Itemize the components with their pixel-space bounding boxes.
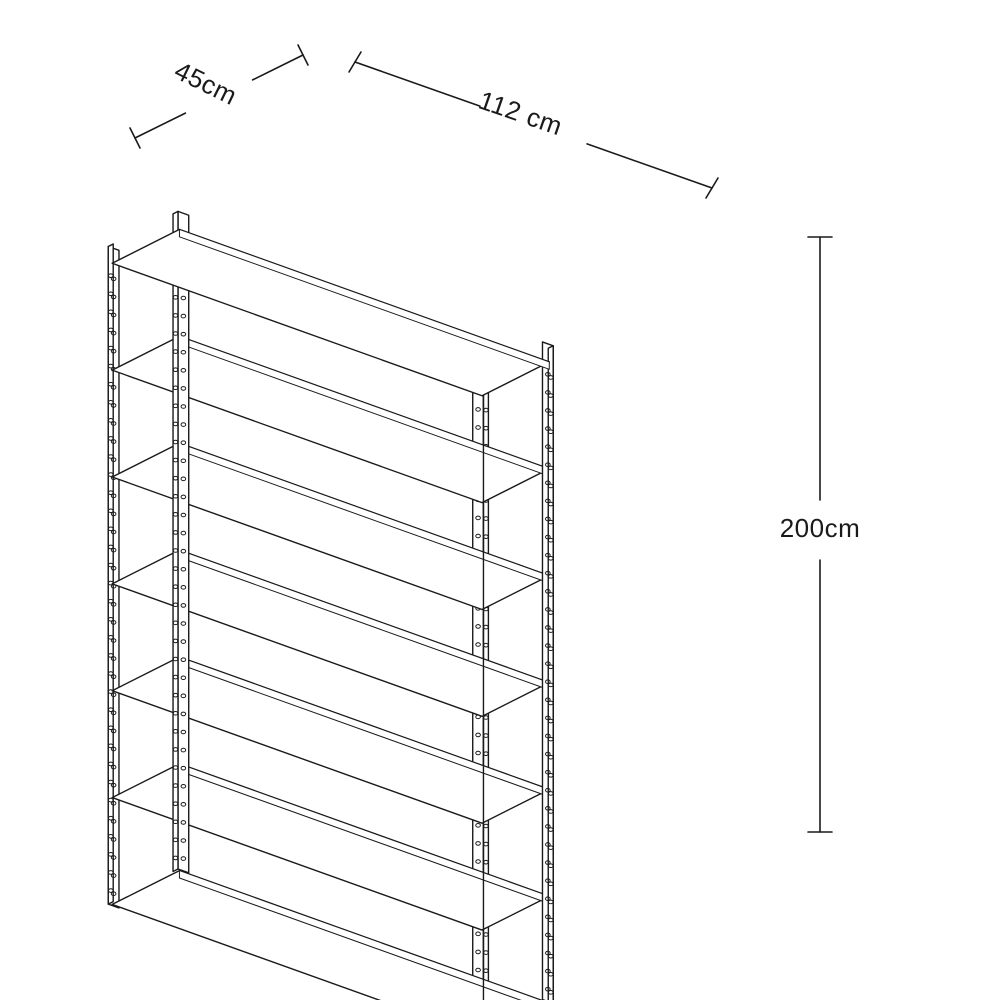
dim-label-depth: 45cm — [170, 55, 242, 111]
dim-label-width: 112 cm — [475, 85, 566, 141]
shelving-dimension-diagram: 45cm 112 cm 200cm — [0, 0, 1000, 1000]
dim-label-height: 200cm — [780, 513, 861, 543]
